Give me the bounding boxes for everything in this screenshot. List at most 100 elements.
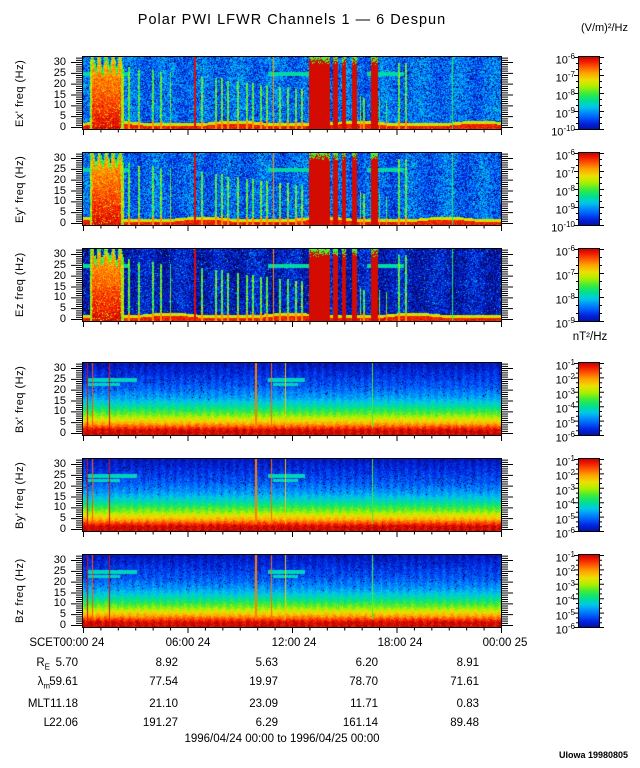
y-axis-label-ex: Ex' freq (Hz) bbox=[14, 59, 26, 127]
colorbar-tick-label: 10-6 bbox=[555, 526, 575, 541]
y-tick-label: 15 bbox=[53, 394, 66, 407]
ephemeris-value: 8.92 bbox=[155, 657, 178, 669]
ephemeris-value: 8.91 bbox=[456, 657, 479, 669]
y-axis-label-bx: Bx' freq (Hz) bbox=[14, 365, 26, 433]
ephemeris-value: 19.97 bbox=[249, 676, 278, 688]
y-tick-label: 10 bbox=[53, 195, 66, 208]
spectrogram-canvas-bz bbox=[83, 555, 501, 627]
y-tick-label: 15 bbox=[53, 280, 66, 293]
scet-row-label: SCET bbox=[29, 637, 60, 649]
colorbar-tick-label: 10-10 bbox=[551, 220, 575, 235]
y-tick-label: 20 bbox=[53, 479, 66, 492]
y-tick-label: 10 bbox=[53, 501, 66, 514]
colorbar-gradient-bx bbox=[579, 363, 599, 435]
y-tick-label: 10 bbox=[53, 405, 66, 418]
colorbar-tick-label: 10-6 bbox=[555, 52, 575, 67]
colorbar-tick-label: 10-7 bbox=[555, 268, 575, 283]
colorbar-tick-label: 10-6 bbox=[555, 244, 575, 259]
ephemeris-value: 0.83 bbox=[456, 698, 479, 710]
y-tick-label: 30 bbox=[53, 554, 66, 566]
spectrogram-panel-by bbox=[82, 458, 502, 532]
ephemeris-value: 78.70 bbox=[349, 676, 378, 688]
ephemeris-row-label-R: RE bbox=[36, 657, 50, 672]
ephemeris-value: 6.20 bbox=[355, 657, 378, 669]
y-tick-label: 5 bbox=[59, 302, 66, 315]
colorbar-tick-label: 10-4 bbox=[555, 401, 575, 416]
time-range-label: 1996/04/24 00:00 to 1996/04/25 00:00 bbox=[184, 733, 380, 745]
y-tick-label: 5 bbox=[59, 110, 66, 123]
x-tick-label: 06:00 24 bbox=[165, 637, 211, 649]
colorbar-ez bbox=[578, 248, 600, 322]
y-tick-label: 25 bbox=[53, 162, 66, 175]
spectrogram-canvas-ey bbox=[83, 153, 501, 225]
ephemeris-value: 23.09 bbox=[249, 698, 278, 710]
colorbar-bx bbox=[578, 362, 600, 436]
ephemeris-value: 5.63 bbox=[255, 657, 278, 669]
spectrogram-canvas-ez bbox=[83, 249, 501, 321]
y-tick-label: 20 bbox=[53, 575, 66, 588]
colorbar-tick-label: 10-9 bbox=[555, 316, 575, 331]
y-tick-label: 15 bbox=[53, 184, 66, 197]
ephemeris-value: 21.10 bbox=[149, 698, 178, 710]
x-tick-label: 00:00 24 bbox=[59, 637, 105, 649]
colorbar-tick-label: 10-8 bbox=[555, 88, 575, 103]
colorbar-tick-label: 10-6 bbox=[555, 622, 575, 637]
colorbar-tick-label: 10-4 bbox=[555, 593, 575, 608]
colorbar-tick-label: 10-2 bbox=[555, 564, 575, 580]
ephemeris-row-label-λ: λm bbox=[37, 676, 50, 691]
y-tick-label: 0 bbox=[59, 121, 66, 133]
colorbar-tick-label: 10-9 bbox=[555, 202, 575, 217]
y-tick-label: 0 bbox=[59, 217, 66, 229]
y-tick-label: 30 bbox=[53, 248, 66, 260]
y-tick-label: 0 bbox=[59, 619, 66, 631]
colorbar-tick-label: 10-5 bbox=[555, 511, 575, 527]
ephemeris-value: 11.18 bbox=[50, 698, 78, 710]
y-axis-label-ey: Ey' freq (Hz) bbox=[14, 155, 26, 223]
y-tick-label: 5 bbox=[59, 608, 66, 621]
spectrogram-panel-bz bbox=[82, 554, 502, 628]
colorbar-gradient-bz bbox=[579, 555, 599, 627]
y-tick-label: 25 bbox=[53, 468, 66, 481]
y-tick-label: 20 bbox=[53, 383, 66, 396]
colorbar-bz bbox=[578, 554, 600, 628]
colorbar-by bbox=[578, 458, 600, 532]
colorbar-tick-label: 10-2 bbox=[555, 372, 575, 388]
ephemeris-value: 161.14 bbox=[342, 717, 378, 729]
spectrogram-panel-ez bbox=[82, 248, 502, 322]
y-tick-label: 25 bbox=[53, 372, 66, 385]
colorbar-tick-label: 10-1 bbox=[555, 454, 575, 469]
colorbar-tick-label: 10-7 bbox=[555, 166, 575, 181]
y-tick-label: 30 bbox=[53, 362, 66, 374]
ephemeris-row-label-MLT: MLT bbox=[27, 698, 50, 710]
colorbar-gradient-ex bbox=[579, 57, 599, 129]
y-tick-label: 0 bbox=[59, 427, 66, 439]
colorbar-tick-label: 10-10 bbox=[551, 124, 575, 139]
y-tick-label: 5 bbox=[59, 416, 66, 429]
colorbar-tick-label: 10-3 bbox=[555, 482, 575, 498]
page-title: Polar PWI LFWR Channels 1 — 6 Despun bbox=[137, 12, 447, 28]
colorbar-tick-label: 10-4 bbox=[555, 497, 575, 512]
y-axis-label-bz: Bz freq (Hz) bbox=[14, 558, 26, 624]
y-tick-label: 25 bbox=[53, 66, 66, 79]
colorbar-tick-label: 10-5 bbox=[555, 415, 575, 431]
spectrogram-panel-ex bbox=[82, 56, 502, 130]
ephemeris-value: 77.54 bbox=[149, 676, 178, 688]
colorbar-tick-label: 10-6 bbox=[555, 430, 575, 445]
colorbar-tick-label: 10-5 bbox=[555, 607, 575, 623]
x-tick-label: 00:00 25 bbox=[482, 637, 528, 649]
colorbar-tick-label: 10-7 bbox=[555, 70, 575, 85]
electric-unit-label: (V/m)²/Hz bbox=[580, 22, 628, 34]
colorbar-gradient-ey bbox=[579, 153, 599, 225]
ephemeris-value: 6.29 bbox=[255, 717, 278, 729]
colorbar-ey bbox=[578, 152, 600, 226]
y-tick-label: 20 bbox=[53, 269, 66, 282]
ephemeris-value: 89.48 bbox=[450, 717, 479, 729]
spectrogram-panel-ey bbox=[82, 152, 502, 226]
y-tick-label: 25 bbox=[53, 564, 66, 577]
ephemeris-value: 5.70 bbox=[55, 657, 78, 669]
y-tick-label: 10 bbox=[53, 99, 66, 112]
colorbar-tick-label: 10-9 bbox=[555, 106, 575, 121]
y-axis-label-ez: Ez freq (Hz) bbox=[14, 252, 26, 318]
